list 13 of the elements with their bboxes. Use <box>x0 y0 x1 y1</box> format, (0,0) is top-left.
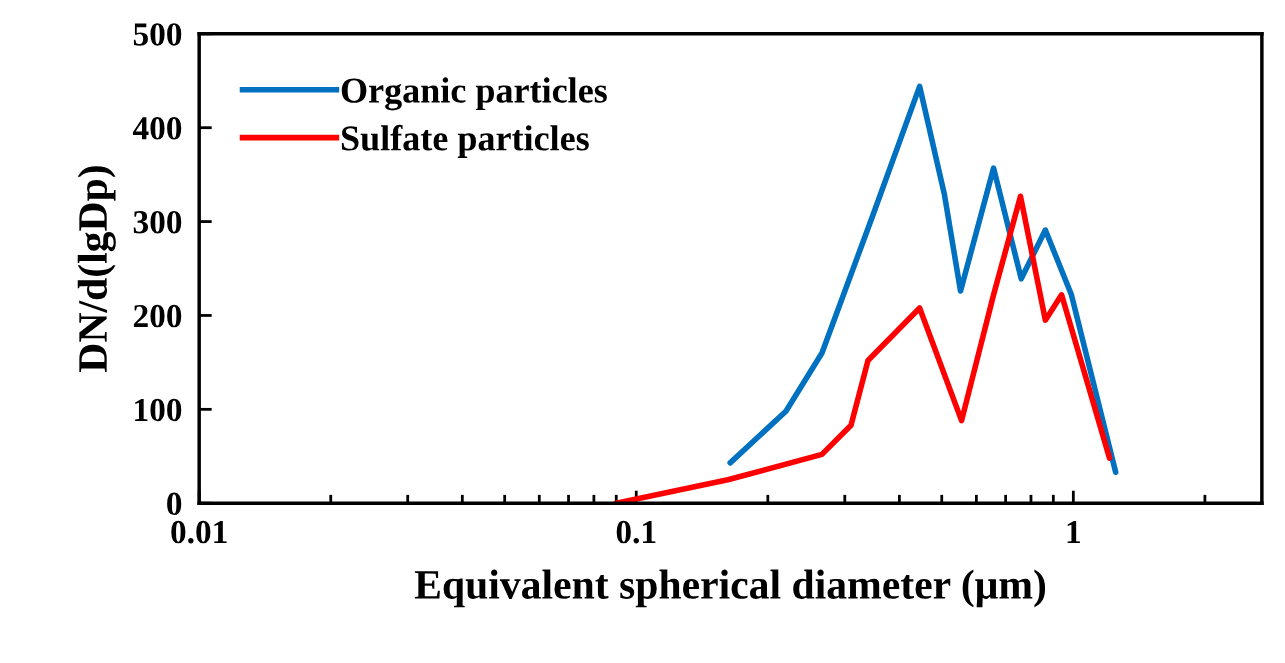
y-tick-label: 300 <box>133 210 182 234</box>
y-tick-label: 400 <box>132 117 182 140</box>
x-tick-label: 0.1 <box>616 520 656 544</box>
x-axis-title: Equivalent spherical diameter (μm) <box>414 569 1046 608</box>
x-tick-label: 0.01 <box>171 520 227 544</box>
legend-label: Sulfate particles <box>341 124 589 158</box>
x-tick-label: 1 <box>1067 521 1080 544</box>
y-tick-label: 500 <box>133 23 182 46</box>
y-tick-label: 100 <box>135 398 182 422</box>
y-axis-title: DN/d(lgDp) <box>77 166 116 372</box>
legend-label: Organic particles <box>341 77 607 111</box>
y-tick-label: 200 <box>133 304 182 328</box>
y-tick-label: 0 <box>167 492 182 516</box>
